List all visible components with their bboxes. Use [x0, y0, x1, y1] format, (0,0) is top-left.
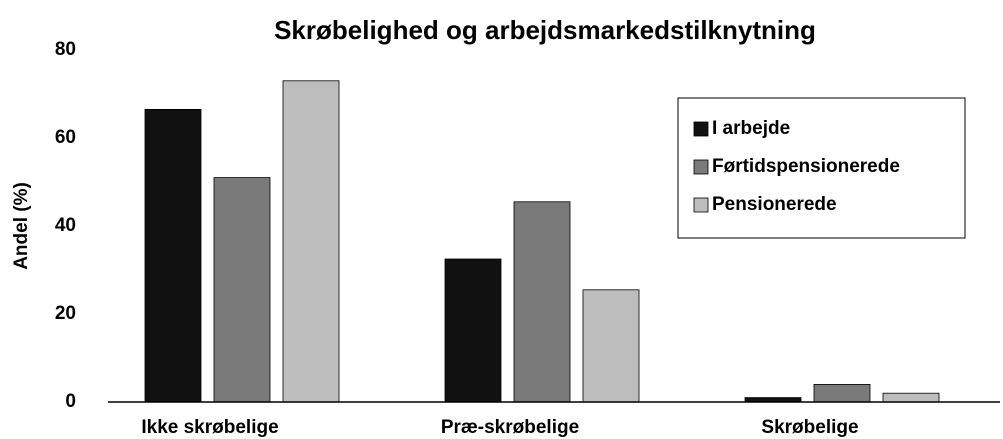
bar	[813, 383, 871, 403]
legend-label: I arbejde	[712, 118, 790, 139]
y-axis-label: Andel (%)	[11, 182, 32, 270]
y-tick-label: 0	[65, 391, 76, 412]
bar	[213, 177, 271, 403]
y-tick-label: 60	[55, 127, 76, 148]
bar	[144, 109, 202, 403]
legend-label: Pensionerede	[712, 194, 837, 215]
bar	[444, 258, 502, 403]
y-tick-label: 40	[55, 215, 76, 236]
legend-swatch	[693, 121, 709, 137]
legend-box	[677, 97, 966, 239]
bar	[282, 80, 340, 403]
y-tick-label: 20	[55, 303, 76, 324]
x-tick-label: Præ-skrøbelige	[441, 417, 579, 438]
bar	[582, 289, 640, 403]
bar	[882, 392, 940, 403]
x-tick-label: Skrøbelige	[761, 417, 858, 438]
legend-label: Førtidspensionerede	[712, 156, 900, 177]
y-tick-label: 80	[55, 39, 76, 60]
legend-swatch	[693, 159, 709, 175]
chart-title: Skrøbelighed og arbejdsmarkedstilknytnin…	[274, 15, 816, 45]
x-tick-label: Ikke skrøbelige	[141, 417, 278, 438]
legend-swatch	[693, 197, 709, 213]
bar	[513, 201, 571, 403]
